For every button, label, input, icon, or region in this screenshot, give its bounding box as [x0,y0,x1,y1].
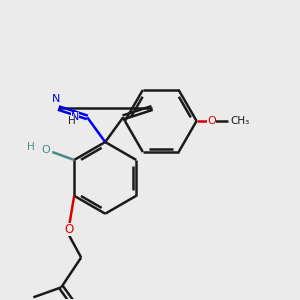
Text: H: H [68,116,75,126]
Text: O: O [64,223,74,236]
Text: O: O [41,145,50,155]
Text: O: O [207,116,216,126]
Text: N: N [71,112,79,122]
Text: H: H [28,142,35,152]
Text: CH₃: CH₃ [231,116,250,126]
Text: N: N [52,94,61,104]
